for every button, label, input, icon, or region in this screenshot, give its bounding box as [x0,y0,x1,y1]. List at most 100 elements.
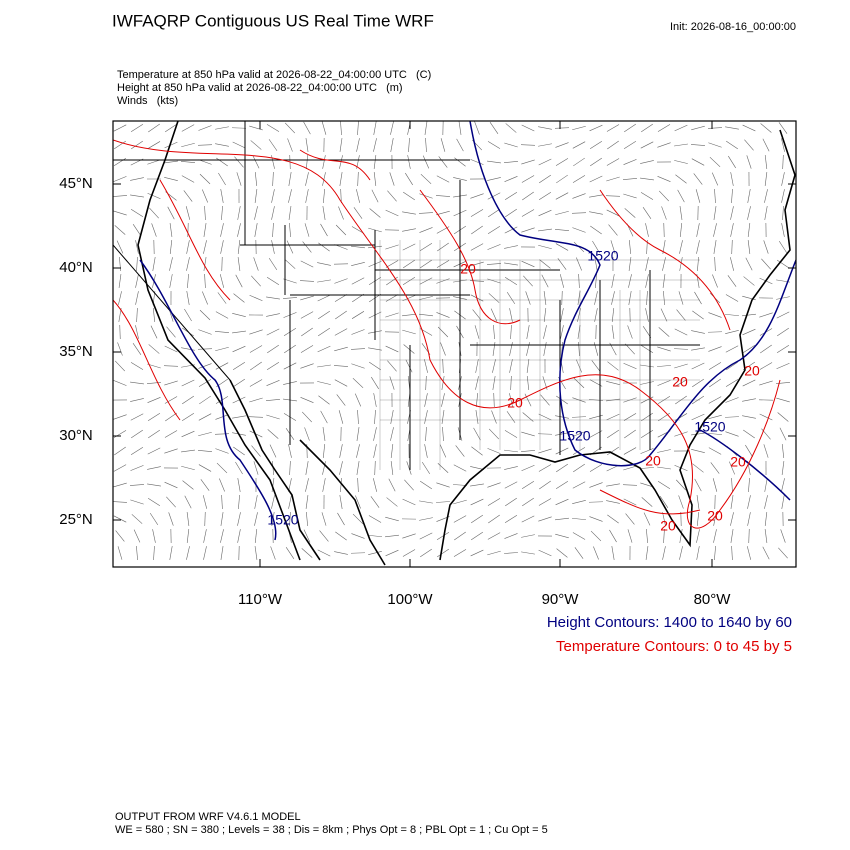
wind-barb [640,192,654,200]
wind-barb [521,465,535,471]
wind-barb [742,415,756,419]
lon-label: 80°W [694,591,732,608]
wind-barb [611,546,615,560]
wind-barb [442,358,444,374]
wind-barb [197,348,213,350]
wind-barb [135,240,139,254]
wind-barb [640,482,654,488]
wind-barb [623,193,637,199]
wind-barb [777,412,789,422]
wind-barb [204,273,206,289]
wind-barb [203,529,207,543]
wind-barb [593,342,599,356]
wind-barb [373,172,377,186]
wind-barb [730,223,734,237]
wind-barb [623,140,637,150]
wind-barb [389,376,395,390]
wind-barb [710,462,720,474]
wind-barb [556,463,568,473]
lat-label: 30°N [59,427,93,444]
wind-barb [266,296,280,300]
wind-barb [181,161,195,163]
wind-barb [133,529,141,543]
wind-barb [509,342,513,356]
wind-barb [419,532,433,540]
wind-barb [322,427,326,441]
wind-barb [543,308,547,322]
wind-barb [590,530,602,542]
wind-barb [419,296,433,300]
field-label: Temperature at 850 hPa valid at 2026-08-… [117,69,431,81]
wind-barb [215,126,229,130]
wind-barb [169,546,173,560]
wind-barb [453,177,467,181]
county-lines [379,240,700,470]
wind-barb [589,124,603,132]
wind-barb [611,274,615,288]
wind-barb [572,227,586,233]
wind-barb [271,206,275,220]
wind-barb [458,121,462,135]
wind-barb [419,277,433,285]
wind-barb [356,189,360,203]
wind-barb [713,512,717,526]
wind-barb [471,225,483,235]
wind-barb [488,208,500,218]
wind-barb [249,345,263,353]
wind-barb [218,172,226,186]
wind-barb [288,444,292,458]
wind-barb [420,548,432,558]
wind-barb [317,345,331,353]
wind-barb [305,495,309,509]
wind-barb [419,227,433,233]
wind-barb [253,257,259,271]
wind-barb [220,240,224,254]
wind-barb [674,160,688,164]
wind-barb [556,174,568,184]
wind-barb [368,551,382,555]
wind-barb [521,551,535,555]
wind-barb [504,142,518,148]
wind-barb [759,362,773,370]
wind-barb [322,206,326,220]
wind-barb [147,447,161,455]
wind-barb [504,449,518,453]
wind-barb [420,259,432,269]
temperature-contour [113,139,781,529]
wind-barb [266,328,280,336]
wind-barb [437,326,449,338]
wind-barb [574,547,584,559]
wind-barb [610,240,616,254]
wind-barb [132,343,142,355]
wind-barb [555,517,569,521]
wind-barb [573,377,585,389]
wind-barb [169,257,173,271]
wind-barb [470,531,484,541]
wind-barb [217,292,227,304]
wind-barb [300,311,314,319]
wind-barb [474,325,480,339]
wind-barb [538,143,552,147]
wind-barb [506,291,516,305]
wind-barb [119,257,121,271]
wind-barb [317,310,331,320]
wind-barb [271,478,275,492]
wind-barb [268,257,278,271]
wind-barb [114,225,126,235]
wind-barb [254,495,258,509]
wind-barb [390,410,394,424]
wind-barb [520,144,536,146]
wind-barb [419,313,433,317]
wind-barb [662,274,666,288]
wind-barb [317,549,331,557]
wind-barb [606,158,620,166]
wind-barb [169,223,173,237]
wind-barb [130,208,144,218]
wind-barb [538,464,552,472]
wind-barb [305,189,309,203]
wind-barb [388,478,396,492]
wind-barb [385,549,399,557]
wind-barb [181,430,195,438]
wind-barb [521,260,535,268]
wind-barb [369,361,381,371]
